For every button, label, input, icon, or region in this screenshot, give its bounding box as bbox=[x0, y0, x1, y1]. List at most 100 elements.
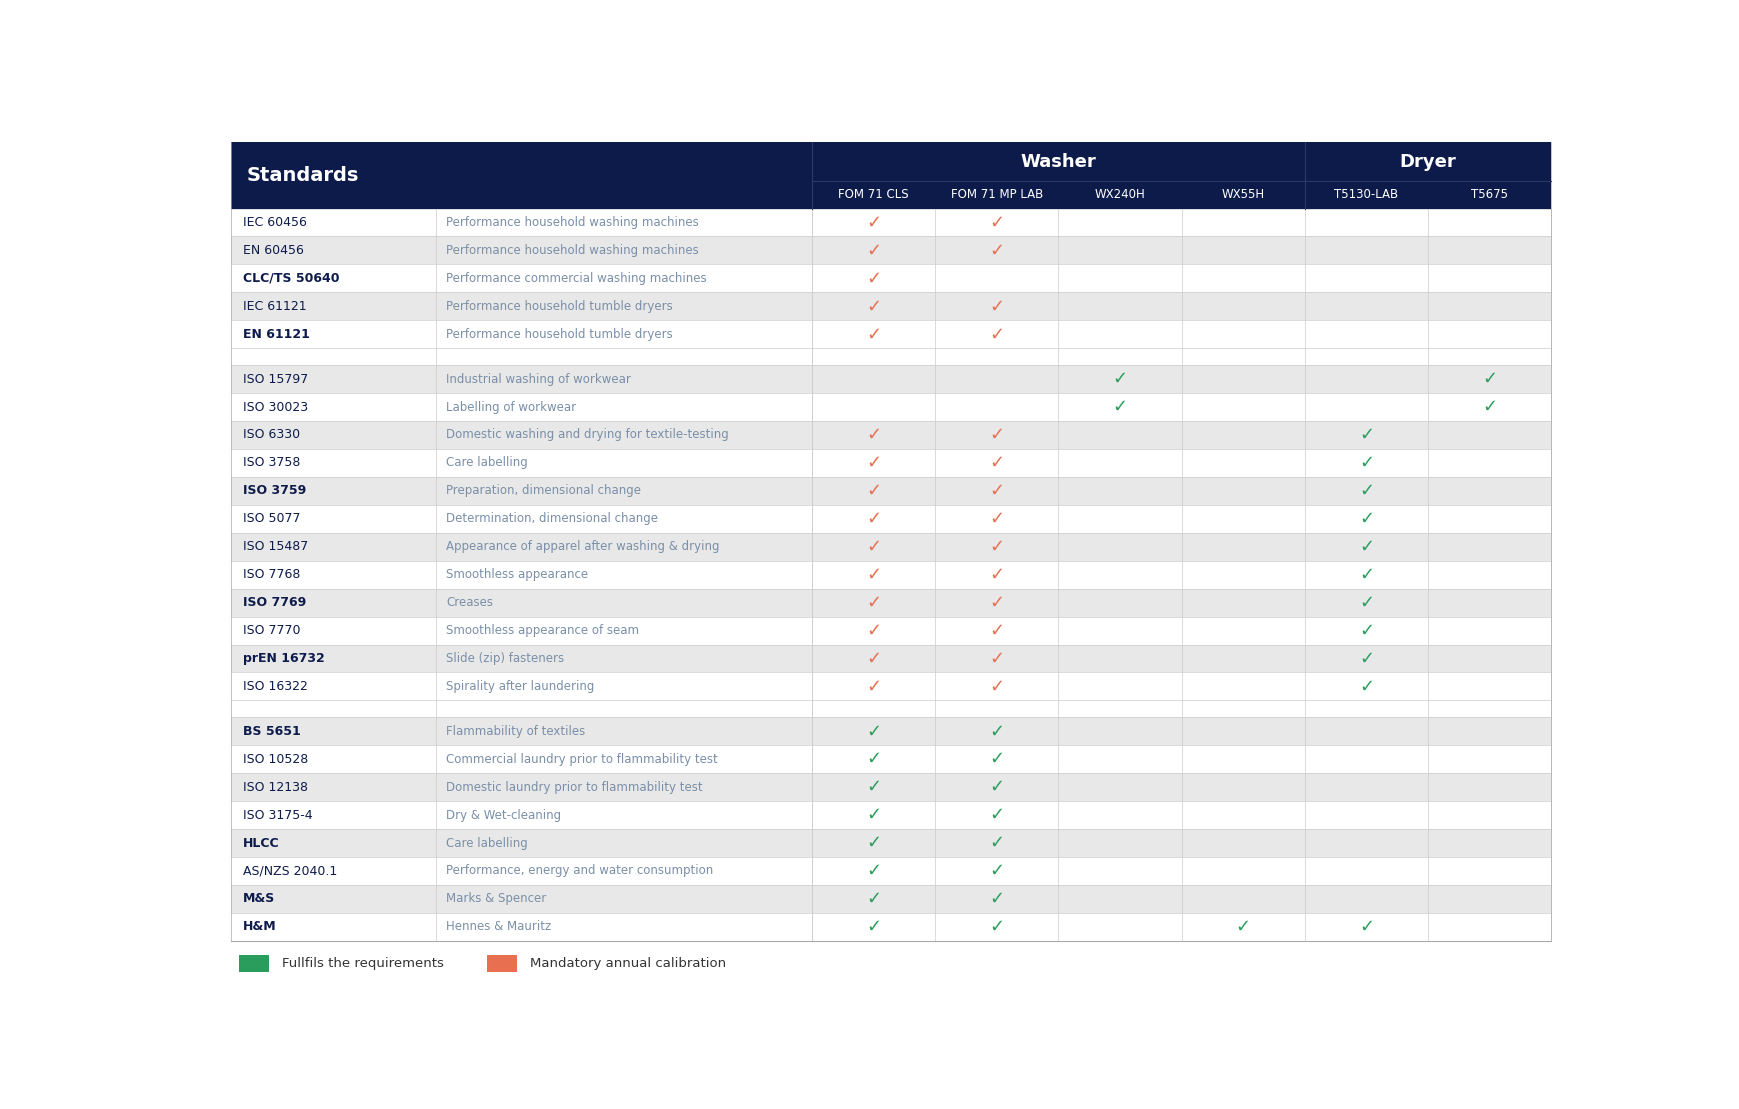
Text: ISO 15797: ISO 15797 bbox=[243, 373, 308, 386]
Text: ISO 3758: ISO 3758 bbox=[243, 457, 301, 469]
Text: CLC/TS 50640: CLC/TS 50640 bbox=[243, 272, 339, 285]
Bar bbox=[231, 293, 1551, 321]
Text: Labelling of workwear: Labelling of workwear bbox=[445, 400, 576, 414]
Bar bbox=[231, 208, 1551, 236]
Bar bbox=[231, 393, 1551, 421]
Text: ✓: ✓ bbox=[866, 426, 882, 444]
Text: Appearance of apparel after washing & drying: Appearance of apparel after washing & dr… bbox=[445, 540, 720, 553]
Text: ✓: ✓ bbox=[989, 214, 1005, 232]
Text: WX55H: WX55H bbox=[1221, 189, 1264, 201]
Text: Domestic laundry prior to flammability test: Domestic laundry prior to flammability t… bbox=[445, 781, 703, 794]
Text: Flammability of textiles: Flammability of textiles bbox=[445, 725, 586, 737]
Text: ✓: ✓ bbox=[866, 566, 882, 583]
Text: H&M: H&M bbox=[243, 920, 277, 934]
Text: M&S: M&S bbox=[243, 893, 275, 905]
Text: ✓: ✓ bbox=[989, 678, 1005, 695]
Text: Fullfils the requirements: Fullfils the requirements bbox=[282, 957, 445, 970]
Bar bbox=[231, 449, 1551, 477]
Text: ✓: ✓ bbox=[866, 779, 882, 796]
Text: ✓: ✓ bbox=[1482, 398, 1497, 416]
Text: ✓: ✓ bbox=[989, 426, 1005, 444]
Text: ✓: ✓ bbox=[989, 834, 1005, 852]
Text: ✓: ✓ bbox=[1358, 426, 1374, 444]
Text: ✓: ✓ bbox=[1358, 566, 1374, 583]
Text: Spirality after laundering: Spirality after laundering bbox=[445, 680, 595, 693]
Text: IEC 60456: IEC 60456 bbox=[243, 216, 306, 228]
Bar bbox=[231, 477, 1551, 505]
Text: Performance household tumble dryers: Performance household tumble dryers bbox=[445, 328, 673, 340]
Text: ISO 30023: ISO 30023 bbox=[243, 400, 308, 414]
Text: ✓: ✓ bbox=[866, 454, 882, 472]
Text: ISO 15487: ISO 15487 bbox=[243, 540, 308, 553]
Text: ✓: ✓ bbox=[1358, 538, 1374, 556]
Bar bbox=[231, 505, 1551, 532]
Text: ✓: ✓ bbox=[866, 918, 882, 936]
Text: Industrial washing of workwear: Industrial washing of workwear bbox=[445, 373, 631, 386]
Text: ✓: ✓ bbox=[866, 834, 882, 852]
Text: BS 5651: BS 5651 bbox=[243, 725, 301, 737]
Text: IEC 61121: IEC 61121 bbox=[243, 299, 306, 313]
Text: T5675: T5675 bbox=[1471, 189, 1508, 201]
Bar bbox=[231, 142, 1551, 208]
Text: ✓: ✓ bbox=[989, 889, 1005, 908]
Text: Performance household washing machines: Performance household washing machines bbox=[445, 216, 699, 228]
Text: ✓: ✓ bbox=[989, 242, 1005, 260]
Text: ✓: ✓ bbox=[1358, 678, 1374, 695]
Bar bbox=[231, 365, 1551, 393]
Bar bbox=[231, 773, 1551, 801]
Text: Creases: Creases bbox=[445, 597, 492, 609]
Text: Slide (zip) fasteners: Slide (zip) fasteners bbox=[445, 652, 563, 665]
Text: Hennes & Mauritz: Hennes & Mauritz bbox=[445, 920, 551, 934]
Text: ISO 5077: ISO 5077 bbox=[243, 512, 301, 526]
Bar bbox=[231, 830, 1551, 857]
Text: ✓: ✓ bbox=[866, 325, 882, 344]
Text: ISO 16322: ISO 16322 bbox=[243, 680, 308, 693]
Text: ✓: ✓ bbox=[866, 482, 882, 500]
Text: ✓: ✓ bbox=[1113, 398, 1127, 416]
Text: Performance household tumble dryers: Performance household tumble dryers bbox=[445, 299, 673, 313]
Text: ✓: ✓ bbox=[989, 593, 1005, 611]
Text: ✓: ✓ bbox=[1358, 510, 1374, 528]
Text: ✓: ✓ bbox=[866, 242, 882, 260]
Text: ✓: ✓ bbox=[989, 566, 1005, 583]
Bar bbox=[231, 913, 1551, 940]
Bar bbox=[231, 321, 1551, 348]
Text: ISO 3759: ISO 3759 bbox=[243, 485, 306, 497]
Text: ✓: ✓ bbox=[1113, 370, 1127, 388]
Text: Performance household washing machines: Performance household washing machines bbox=[445, 244, 699, 257]
Text: FOM 71 MP LAB: FOM 71 MP LAB bbox=[951, 189, 1043, 201]
Text: Mandatory annual calibration: Mandatory annual calibration bbox=[530, 957, 727, 970]
Text: ✓: ✓ bbox=[866, 297, 882, 315]
Text: ✓: ✓ bbox=[989, 806, 1005, 824]
Text: ✓: ✓ bbox=[989, 482, 1005, 500]
Text: ✓: ✓ bbox=[989, 862, 1005, 879]
Text: Preparation, dimensional change: Preparation, dimensional change bbox=[445, 485, 642, 497]
Bar bbox=[231, 718, 1551, 745]
Text: FOM 71 CLS: FOM 71 CLS bbox=[838, 189, 909, 201]
Text: ✓: ✓ bbox=[866, 214, 882, 232]
Text: ✓: ✓ bbox=[1358, 918, 1374, 936]
Text: Domestic washing and drying for textile-testing: Domestic washing and drying for textile-… bbox=[445, 428, 729, 441]
Text: ✓: ✓ bbox=[989, 621, 1005, 640]
Text: Care labelling: Care labelling bbox=[445, 457, 527, 469]
Text: ✓: ✓ bbox=[866, 722, 882, 741]
Text: ✓: ✓ bbox=[866, 750, 882, 769]
Text: ✓: ✓ bbox=[1358, 621, 1374, 640]
Text: Smoothless appearance of seam: Smoothless appearance of seam bbox=[445, 624, 638, 637]
Bar bbox=[231, 561, 1551, 589]
Bar bbox=[231, 644, 1551, 672]
Text: ISO 10528: ISO 10528 bbox=[243, 753, 308, 765]
Bar bbox=[238, 956, 268, 973]
Text: ✓: ✓ bbox=[1358, 482, 1374, 500]
Text: Dry & Wet-cleaning: Dry & Wet-cleaning bbox=[445, 808, 562, 822]
Text: ISO 3175-4: ISO 3175-4 bbox=[243, 808, 313, 822]
Bar bbox=[231, 801, 1551, 830]
Text: Washer: Washer bbox=[1021, 153, 1096, 171]
Text: ✓: ✓ bbox=[1358, 454, 1374, 472]
Bar bbox=[231, 421, 1551, 449]
Text: ✓: ✓ bbox=[866, 678, 882, 695]
Text: HLCC: HLCC bbox=[243, 836, 280, 849]
Bar bbox=[231, 532, 1551, 561]
Text: ISO 6330: ISO 6330 bbox=[243, 428, 301, 441]
Text: Care labelling: Care labelling bbox=[445, 836, 527, 849]
